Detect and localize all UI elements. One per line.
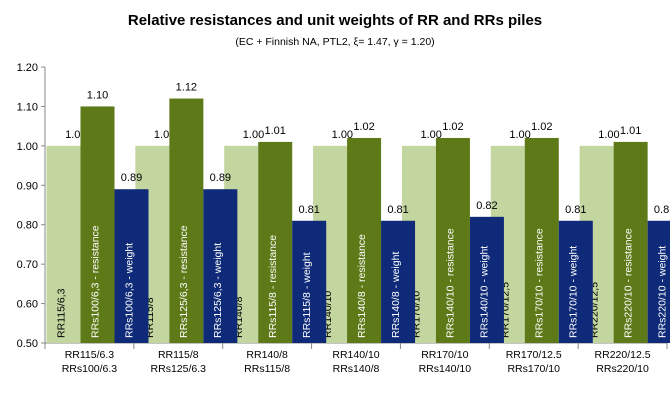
bar (347, 137, 382, 343)
bar-label: RRs220/10 - weight (656, 246, 668, 338)
bar (381, 220, 416, 343)
y-tick-label: 1.00 (17, 141, 38, 153)
data-label: 1.00 (243, 129, 264, 141)
bar-label: RRs140/10 - resistance (445, 228, 457, 338)
bar-label: RRs140/10 - weight (479, 246, 491, 338)
data-label: 0.81 (654, 204, 670, 216)
bar (46, 145, 81, 343)
chart-subtitle: (EC + Finnish NA, PTL2, ξ= 1.47, γ = 1.2… (235, 36, 435, 48)
x-tick-label: RRs140/10 (419, 363, 472, 375)
x-tick-label: RRs140/8 (333, 363, 380, 375)
data-label: 1.00 (421, 129, 442, 141)
bar-label: RRs125/6,3 - weight (212, 243, 224, 338)
data-label: 0.81 (387, 204, 408, 216)
data-label: 0.82 (476, 200, 497, 212)
bar-label: RRs115/8 - resistance (267, 235, 279, 338)
bar (169, 98, 204, 344)
y-tick-label: 0.80 (17, 220, 38, 232)
bar-label: RRs125/6,3 - resistance (178, 225, 190, 338)
data-label: 1.02 (442, 121, 463, 133)
bar (258, 141, 293, 343)
y-tick-label: 1.20 (17, 62, 38, 74)
x-tick-label: RR115/8 (158, 349, 199, 361)
x-tick-label: RR115/6.3 (65, 349, 115, 361)
data-label: 1.01 (620, 125, 641, 137)
bar (203, 189, 238, 343)
bar-label: RRs220/10 - resistance (622, 228, 634, 338)
bar (292, 220, 327, 343)
data-label: 1.00 (332, 129, 353, 141)
x-tick-label: RRs100/6.3 (62, 363, 118, 375)
bar-label: RR115/6,3 (55, 288, 67, 338)
bar (435, 137, 470, 343)
y-tick-label: 0.60 (17, 299, 38, 311)
bar (469, 216, 504, 343)
bar-label: RRs140/8 - weight (390, 252, 402, 338)
chart-title: Relative resistances and unit weights of… (127, 12, 543, 29)
bar-label: RRs170/10 - weight (568, 246, 580, 338)
data-label: 1.10 (87, 89, 108, 101)
y-tick-label: 1.10 (17, 101, 38, 113)
y-tick-label: 0.50 (17, 338, 38, 350)
x-tick-label: RR220/12.5 (595, 349, 651, 361)
x-tick-label: RRs220/10 (596, 363, 649, 375)
bar (524, 137, 559, 343)
bar (80, 106, 115, 343)
data-label: 0.89 (210, 172, 231, 184)
data-label: 1.01 (265, 125, 286, 137)
bar (613, 141, 648, 343)
data-label: 1.02 (353, 121, 374, 133)
data-label: 1.02 (531, 121, 552, 133)
bar-label: RRs140/8 - resistance (356, 234, 368, 338)
bar-label: RRs100/6,3 - weight (123, 243, 135, 338)
x-tick-label: RR170/10 (421, 349, 468, 361)
bar-label: RRs115/8 - weight (301, 252, 313, 338)
x-tick-label: RRs170/10 (507, 363, 560, 375)
data-label: 0.81 (299, 204, 320, 216)
x-tick-label: RR170/12.5 (506, 349, 562, 361)
bar (647, 220, 670, 343)
x-tick-label: RR140/10 (332, 349, 379, 361)
bar (558, 220, 593, 343)
data-label: 0.89 (121, 172, 142, 184)
y-tick-label: 0.70 (17, 259, 38, 271)
x-tick-label: RR140/8 (246, 349, 288, 361)
bar (114, 189, 149, 343)
y-tick-label: 0.90 (17, 180, 38, 192)
x-tick-label: RRs115/8 (244, 363, 290, 375)
bar-label: RRs100/6,3 - resistance (89, 225, 101, 338)
bar-label: RRs170/10 - resistance (534, 228, 546, 338)
data-label: 1.00 (598, 129, 619, 141)
data-label: 1.00 (509, 129, 530, 141)
data-label: 0.81 (565, 204, 586, 216)
data-label: 1.12 (176, 82, 197, 94)
x-tick-label: RRs125/6.3 (151, 363, 207, 375)
